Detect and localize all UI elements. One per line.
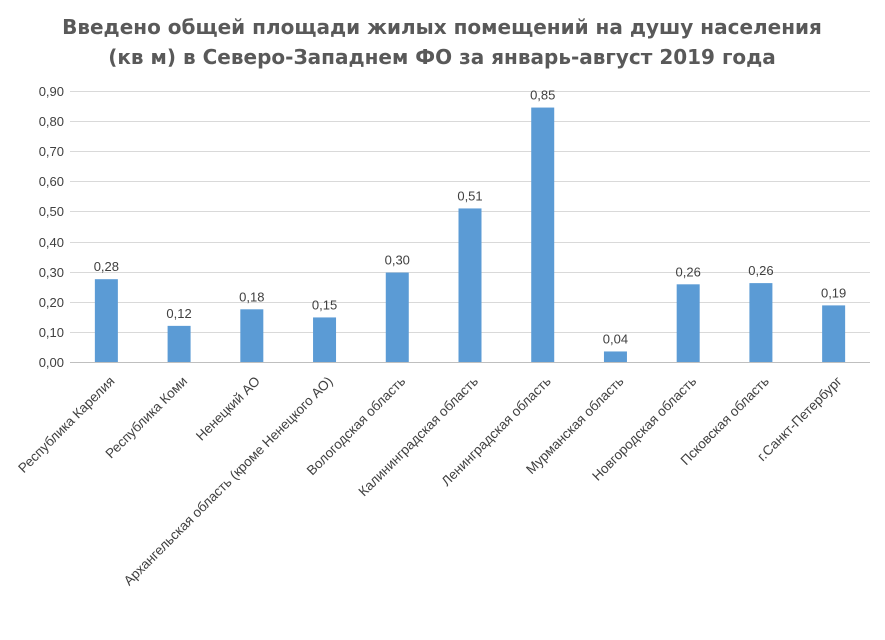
bar [240, 309, 264, 362]
y-tick-label: 0,10 [39, 325, 64, 340]
y-tick-label: 0,40 [39, 235, 64, 250]
chart-title-line-2: (кв м) в Северо-Западнем ФО за январь-ав… [108, 45, 776, 69]
data-label: 0,26 [748, 263, 773, 278]
bar [458, 208, 482, 362]
bar [676, 284, 700, 362]
bars [94, 107, 846, 362]
bar [822, 305, 846, 362]
y-tick-label: 0,30 [39, 265, 64, 280]
category-label: Ненецкий АО [193, 374, 263, 444]
data-label: 0,51 [457, 188, 482, 203]
y-tick-label: 0,60 [39, 174, 64, 189]
y-tick-label: 0,70 [39, 144, 64, 159]
bar [167, 325, 191, 362]
data-label: 0,18 [239, 289, 264, 304]
chart-title-line-1: Введено общей площади жилых помещений на… [62, 15, 822, 39]
category-label: Республика Коми [102, 374, 190, 462]
bar [313, 317, 337, 362]
y-tick-label: 0,50 [39, 204, 64, 219]
data-label: 0,19 [821, 285, 846, 300]
chart-title: Введено общей площади жилых помещений на… [62, 15, 822, 69]
bar [94, 279, 118, 362]
y-tick-label: 0,80 [39, 114, 64, 129]
data-label: 0,12 [166, 306, 191, 321]
bar [603, 351, 627, 362]
bar [531, 107, 555, 362]
data-label: 0,15 [312, 297, 337, 312]
bar [385, 272, 409, 362]
y-tick-label: 0,20 [39, 295, 64, 310]
data-label: 0,28 [94, 259, 119, 274]
data-label: 0,30 [385, 253, 410, 268]
data-label: 0,26 [676, 264, 701, 279]
y-tick-label: 0,00 [39, 355, 64, 370]
y-tick-label: 0,90 [39, 84, 64, 99]
category-label: Республика Карелия [15, 374, 117, 476]
data-label: 0,85 [530, 88, 555, 103]
category-label: Калининградская область [356, 374, 482, 500]
bar [749, 283, 773, 362]
data-label: 0,04 [603, 331, 628, 346]
data-labels: 0,28 0,12 0,18 0,15 0,30 0,51 0,85 0,04 0,26 0,26… [94, 88, 847, 347]
y-axis-tick-labels: 0,00 0,10 0,20 0,30 0,40 0,50 0,60 0,70 0,80 0,90 [39, 84, 64, 370]
